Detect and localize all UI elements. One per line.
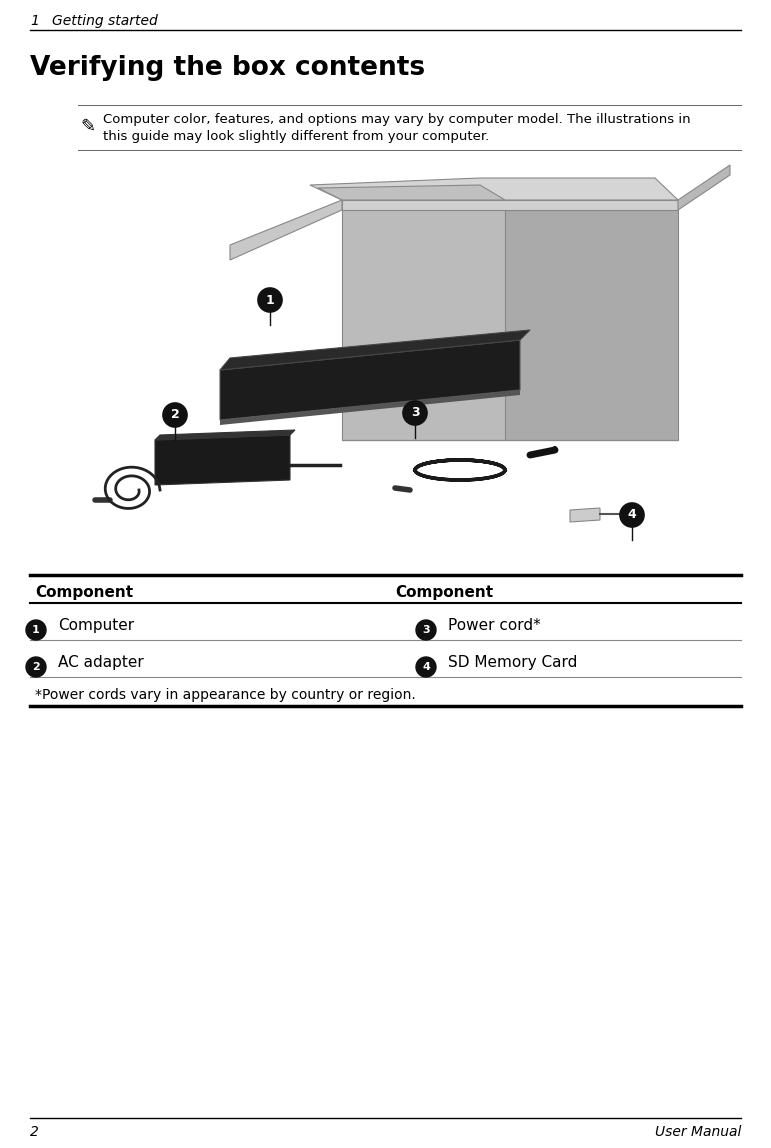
Circle shape — [26, 620, 46, 639]
Text: 1: 1 — [30, 14, 39, 28]
Text: Verifying the box contents: Verifying the box contents — [30, 55, 425, 82]
Text: Getting started: Getting started — [52, 14, 158, 28]
Circle shape — [26, 657, 46, 677]
Text: 1: 1 — [266, 294, 274, 307]
Text: 1: 1 — [32, 625, 40, 635]
Text: this guide may look slightly different from your computer.: this guide may look slightly different f… — [103, 130, 490, 144]
Polygon shape — [220, 340, 520, 420]
Circle shape — [620, 503, 644, 527]
Text: Component: Component — [395, 585, 493, 600]
Text: 2: 2 — [30, 1125, 39, 1139]
Polygon shape — [155, 430, 295, 440]
Circle shape — [258, 288, 282, 312]
Text: ✎: ✎ — [80, 118, 95, 135]
Text: AC adapter: AC adapter — [58, 656, 143, 670]
Text: 4: 4 — [628, 509, 636, 521]
Polygon shape — [342, 200, 505, 440]
Circle shape — [403, 401, 427, 425]
Polygon shape — [220, 329, 530, 370]
Polygon shape — [505, 210, 678, 440]
Text: Computer color, features, and options may vary by computer model. The illustrati: Computer color, features, and options ma… — [103, 113, 691, 126]
Polygon shape — [342, 200, 678, 210]
Polygon shape — [678, 165, 730, 210]
Text: Power cord*: Power cord* — [448, 618, 540, 633]
Polygon shape — [155, 435, 290, 484]
Circle shape — [416, 620, 436, 639]
Polygon shape — [230, 200, 342, 259]
Polygon shape — [220, 390, 520, 425]
Text: 4: 4 — [422, 662, 430, 672]
Text: 2: 2 — [170, 409, 180, 421]
Text: SD Memory Card: SD Memory Card — [448, 656, 577, 670]
Text: Computer: Computer — [58, 618, 134, 633]
Polygon shape — [342, 200, 678, 210]
Polygon shape — [310, 178, 678, 200]
Polygon shape — [318, 185, 505, 200]
Circle shape — [416, 657, 436, 677]
Polygon shape — [342, 185, 505, 200]
Text: 3: 3 — [411, 406, 419, 419]
Text: User Manual: User Manual — [655, 1125, 741, 1139]
Polygon shape — [570, 509, 600, 522]
Text: 2: 2 — [32, 662, 40, 672]
Text: 3: 3 — [423, 625, 429, 635]
Circle shape — [163, 403, 187, 427]
Text: Component: Component — [35, 585, 133, 600]
Text: *Power cords vary in appearance by country or region.: *Power cords vary in appearance by count… — [35, 688, 416, 701]
